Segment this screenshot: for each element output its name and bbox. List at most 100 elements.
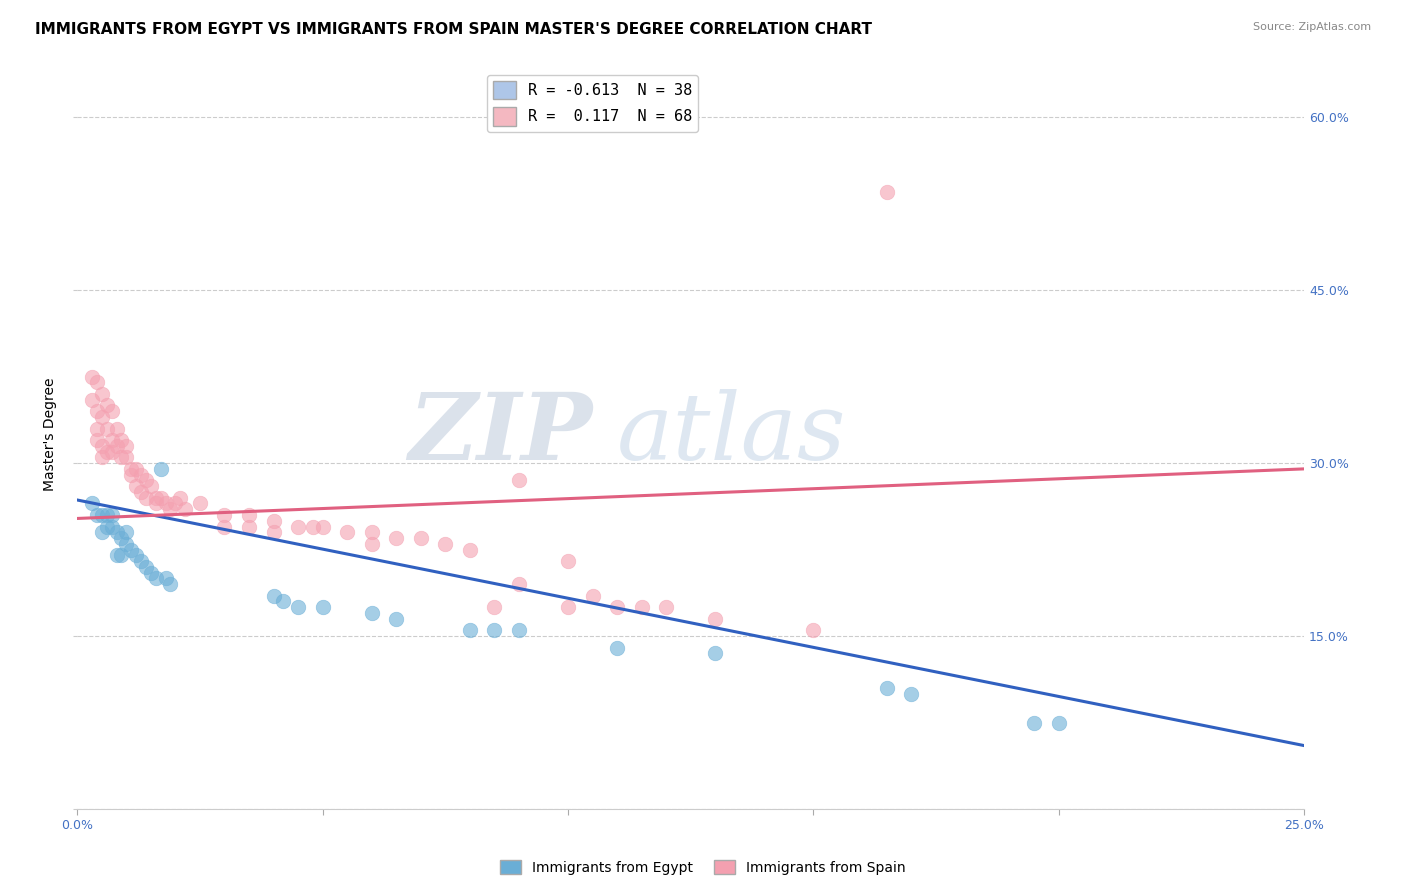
Text: Source: ZipAtlas.com: Source: ZipAtlas.com	[1253, 22, 1371, 32]
Point	[145, 496, 167, 510]
Point	[159, 577, 181, 591]
Point	[508, 577, 530, 591]
Point	[96, 421, 118, 435]
Point	[115, 439, 138, 453]
Point	[287, 600, 309, 615]
Point	[301, 519, 323, 533]
Point	[165, 496, 187, 510]
Point	[129, 467, 152, 482]
Point	[125, 462, 148, 476]
Point	[96, 519, 118, 533]
Point	[214, 508, 236, 522]
Point	[900, 687, 922, 701]
Point	[360, 525, 382, 540]
Point	[360, 537, 382, 551]
Y-axis label: Master's Degree: Master's Degree	[44, 377, 58, 491]
Point	[135, 560, 157, 574]
Point	[86, 404, 108, 418]
Point	[385, 612, 408, 626]
Point	[125, 479, 148, 493]
Point	[704, 646, 727, 660]
Point	[110, 549, 132, 563]
Point	[115, 537, 138, 551]
Point	[508, 624, 530, 638]
Point	[263, 525, 285, 540]
Text: ZIP: ZIP	[408, 389, 592, 479]
Point	[360, 606, 382, 620]
Point	[90, 508, 112, 522]
Point	[139, 566, 162, 580]
Point	[120, 462, 142, 476]
Point	[336, 525, 359, 540]
Point	[96, 444, 118, 458]
Point	[90, 450, 112, 465]
Point	[110, 531, 132, 545]
Point	[188, 496, 211, 510]
Point	[100, 444, 122, 458]
Point	[105, 525, 128, 540]
Point	[100, 519, 122, 533]
Point	[484, 624, 506, 638]
Point	[149, 491, 172, 505]
Point	[120, 542, 142, 557]
Point	[90, 439, 112, 453]
Point	[100, 433, 122, 447]
Point	[86, 433, 108, 447]
Point	[86, 421, 108, 435]
Point	[508, 474, 530, 488]
Point	[1024, 715, 1046, 730]
Point	[458, 542, 481, 557]
Point	[801, 624, 824, 638]
Point	[135, 474, 157, 488]
Point	[311, 519, 333, 533]
Point	[606, 640, 628, 655]
Point	[630, 600, 652, 615]
Point	[86, 508, 108, 522]
Point	[86, 376, 108, 390]
Point	[169, 491, 191, 505]
Point	[110, 450, 132, 465]
Point	[159, 502, 181, 516]
Text: IMMIGRANTS FROM EGYPT VS IMMIGRANTS FROM SPAIN MASTER'S DEGREE CORRELATION CHART: IMMIGRANTS FROM EGYPT VS IMMIGRANTS FROM…	[35, 22, 872, 37]
Point	[876, 681, 898, 695]
Point	[110, 433, 132, 447]
Point	[458, 624, 481, 638]
Point	[484, 600, 506, 615]
Point	[80, 392, 103, 407]
Point	[90, 409, 112, 424]
Point	[557, 600, 579, 615]
Point	[80, 369, 103, 384]
Point	[100, 508, 122, 522]
Point	[90, 387, 112, 401]
Point	[90, 525, 112, 540]
Point	[149, 462, 172, 476]
Point	[125, 549, 148, 563]
Point	[105, 439, 128, 453]
Point	[96, 399, 118, 413]
Point	[129, 554, 152, 568]
Point	[115, 450, 138, 465]
Point	[135, 491, 157, 505]
Point	[115, 525, 138, 540]
Point	[263, 514, 285, 528]
Point	[129, 484, 152, 499]
Point	[155, 571, 177, 585]
Point	[876, 185, 898, 199]
Point	[1047, 715, 1070, 730]
Point	[287, 519, 309, 533]
Point	[263, 589, 285, 603]
Text: atlas: atlas	[617, 389, 846, 479]
Point	[238, 519, 260, 533]
Point	[606, 600, 628, 615]
Point	[174, 502, 197, 516]
Point	[409, 531, 432, 545]
Point	[214, 519, 236, 533]
Point	[139, 479, 162, 493]
Point	[434, 537, 457, 551]
Point	[96, 508, 118, 522]
Point	[80, 496, 103, 510]
Point	[385, 531, 408, 545]
Point	[155, 496, 177, 510]
Point	[145, 571, 167, 585]
Point	[100, 404, 122, 418]
